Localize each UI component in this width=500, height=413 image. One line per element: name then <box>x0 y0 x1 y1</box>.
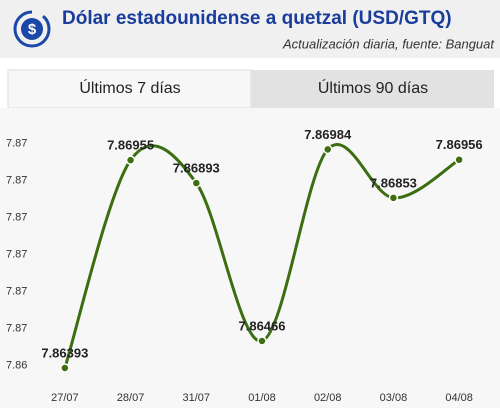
value-label: 7.86466 <box>239 318 286 333</box>
value-label: 7.86955 <box>107 138 154 153</box>
point <box>125 155 136 165</box>
x-tick-label: 27/07 <box>51 392 79 404</box>
y-tick-label: 7.87 <box>6 285 27 297</box>
point <box>257 336 267 346</box>
y-tick-label: 7.86 <box>6 359 27 371</box>
y-tick-label: 7.87 <box>6 211 27 223</box>
value-label: 7.86984 <box>304 127 352 142</box>
x-tick-label: 28/07 <box>117 392 145 404</box>
point <box>191 178 202 188</box>
tab-active[interactable] <box>7 69 252 109</box>
x-tick-label: 04/08 <box>445 392 473 404</box>
value-label: 7.86893 <box>173 161 220 176</box>
point <box>454 155 464 165</box>
point <box>388 193 399 203</box>
value-label: 7.86393 <box>41 345 88 360</box>
x-tick-label: 01/08 <box>248 392 276 404</box>
value-label: 7.86956 <box>436 137 483 152</box>
point <box>60 363 70 373</box>
x-tick-label: 31/07 <box>183 392 211 404</box>
value-label: 7.86853 <box>370 175 417 190</box>
subtitle: Actualización diaria, fuente: Banguat <box>282 36 495 51</box>
x-tick-label: 02/08 <box>314 392 342 404</box>
y-tick-label: 7.87 <box>6 137 27 149</box>
tab-label[interactable]: Últimos 7 días <box>79 78 180 97</box>
x-tick-label: 03/08 <box>380 392 408 404</box>
y-tick-label: 7.87 <box>6 248 27 260</box>
title: Dólar estadounidense a quetzal (USD/GTQ) <box>62 8 452 29</box>
svg-text:$: $ <box>28 21 37 38</box>
currency-icon: $ <box>13 10 51 48</box>
y-tick-label: 7.87 <box>6 322 27 334</box>
tab-label[interactable]: Últimos 90 días <box>318 78 428 97</box>
tab[interactable] <box>251 70 494 108</box>
chart-bg <box>0 108 500 408</box>
header-bg <box>0 0 500 58</box>
point <box>322 144 333 155</box>
y-tick-label: 7.87 <box>6 174 27 186</box>
